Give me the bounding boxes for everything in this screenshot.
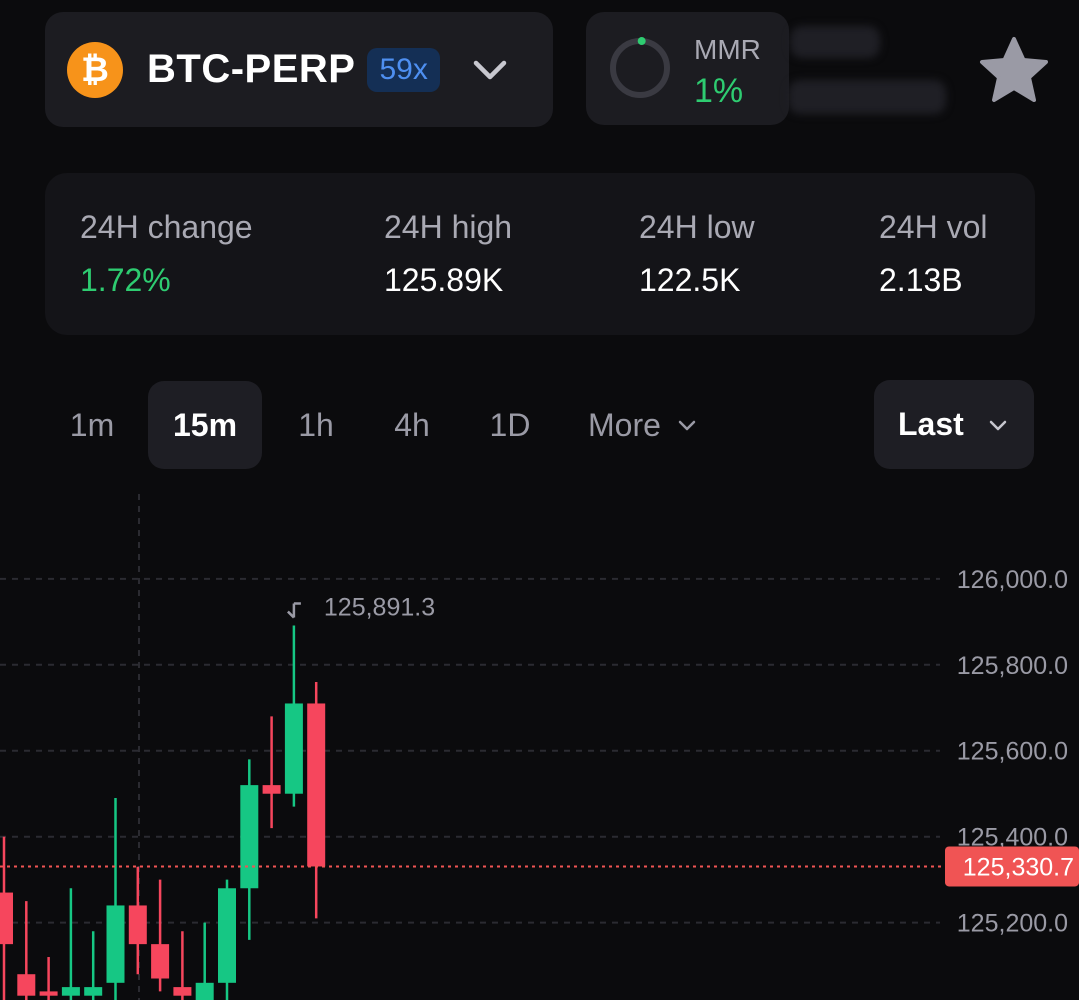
market-stats-card: 24H change 1.72% 24H high 125.89K 24H lo… (45, 173, 1035, 335)
chevron-down-icon (678, 420, 696, 431)
star-icon[interactable] (978, 36, 1050, 104)
stat-label: 24H low (639, 209, 755, 245)
mmr-value: 1% (694, 72, 744, 110)
mmr-label: MMR (694, 34, 761, 65)
stat-24h-low: 24H low 122.5K (639, 209, 755, 299)
candle-body (284, 703, 303, 794)
stat-value: 122.5K (639, 262, 741, 298)
mmr-ring-gauge (610, 37, 670, 98)
tab-15m[interactable]: 15m (148, 381, 262, 469)
candle-body (0, 892, 13, 945)
high-marker-label: 125,891.3 (324, 594, 435, 622)
stat-value: 1.72% (80, 262, 171, 298)
candle-body (106, 905, 125, 983)
candle-body (218, 888, 236, 983)
candle-body (39, 991, 58, 996)
current-price-tag (945, 846, 1079, 887)
high-marker-arrow-icon (287, 602, 301, 619)
stat-label: 24H vol (879, 209, 988, 245)
stat-24h-vol: 24H vol 2.13B (879, 209, 988, 299)
tab-more[interactable]: More (588, 381, 728, 469)
candle-body (173, 987, 192, 996)
candle-body (17, 974, 36, 996)
bitcoin-icon: ₿ (67, 41, 123, 98)
tab-1m[interactable]: 1m (69, 407, 115, 443)
chevron-down-icon (473, 60, 507, 79)
market-symbol: BTC-PERP (147, 47, 356, 91)
candle-body (262, 785, 281, 794)
y-axis-tick-label: 125,200.0 (957, 910, 1068, 938)
candle-body (84, 987, 103, 996)
stat-24h-high: 24H high 125.89K (384, 209, 512, 299)
candle-body (151, 944, 170, 979)
stat-24h-change: 24H change 1.72% (80, 209, 253, 299)
y-axis-tick-label: 125,600.0 (957, 738, 1068, 766)
blurred-account-info (788, 80, 946, 114)
tab-4h[interactable]: 4h (394, 407, 430, 443)
y-axis-tick-label: 126,000.0 (957, 566, 1068, 594)
market-selector[interactable]: ₿ BTC-PERP 59x (45, 12, 553, 127)
candle-body (195, 982, 214, 1000)
chevron-down-icon (989, 420, 1007, 430)
stat-value: 125.89K (384, 262, 504, 298)
price-type-select[interactable]: Last (874, 380, 1034, 469)
leverage-badge: 59x (367, 47, 440, 92)
blurred-account-info (790, 26, 880, 58)
stat-label: 24H high (384, 209, 513, 245)
candle-body (61, 987, 80, 996)
candle-body (240, 785, 259, 889)
y-axis-tick-label: 125,800.0 (957, 652, 1068, 680)
tab-1h[interactable]: 1h (298, 407, 334, 443)
current-price-label: 125,330.7 (963, 853, 1074, 881)
candle-body (128, 905, 147, 945)
price-type-label: Last (898, 406, 964, 442)
tab-1d[interactable]: 1D (489, 407, 531, 443)
stat-value: 2.13B (879, 262, 963, 298)
mmr-card[interactable]: MMR 1% (586, 12, 789, 125)
candlestick-chart[interactable]: 126,000.0125,800.0125,600.0125,400.0125,… (0, 480, 1079, 1000)
tab-more-label: More (588, 407, 661, 443)
candle-body (307, 703, 326, 867)
stat-label: 24H change (80, 209, 253, 245)
